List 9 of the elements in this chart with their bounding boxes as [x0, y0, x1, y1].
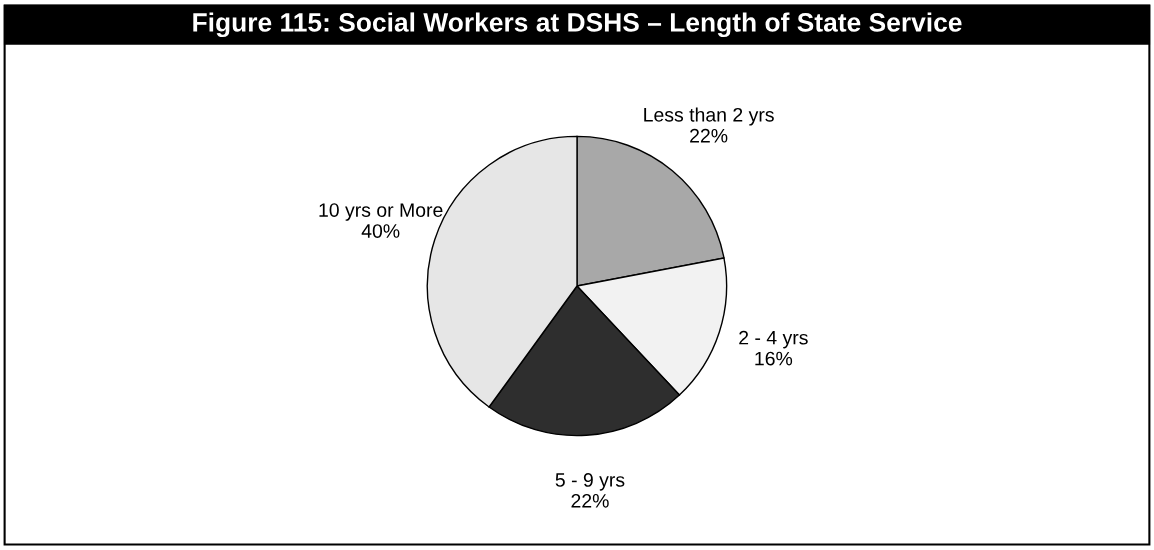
data-label: 40% [361, 224, 400, 238]
slice-label: 2 - 4 yrs [739, 330, 808, 349]
data-label: 16% [755, 351, 793, 366]
slice-label: Less than 2 yrs [644, 107, 774, 126]
data-label: 22% [571, 493, 609, 508]
chart-title: Figure 115: Social Workers at DSHS – Length of State Service [193, 12, 962, 38]
slice-label: 5 - 9 yrs [555, 473, 625, 491]
slice-label: 10 yrs or More [319, 203, 443, 221]
data-label: 22% [690, 128, 728, 143]
